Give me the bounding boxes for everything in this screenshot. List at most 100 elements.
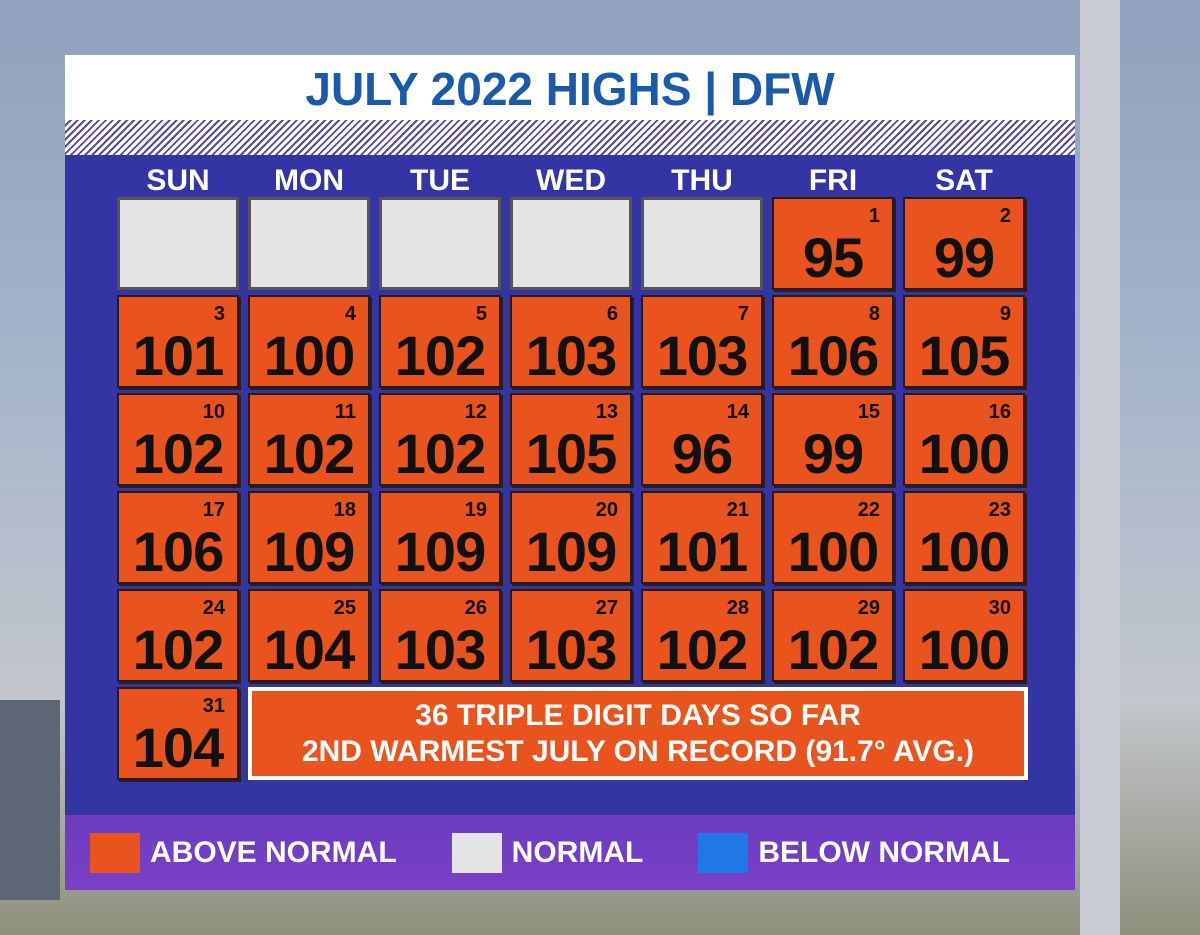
calendar-panel: SUN MON TUE WED THU FRI SAT 1 95 2 99 3 101 4 100 5 102… [65,155,1075,815]
day-cell: 13 105 [510,393,632,486]
day-high: 102 [394,422,486,485]
legend-swatch [451,832,502,873]
legend-item: NORMAL [451,832,644,873]
banner-line: 36 TRIPLE DIGIT DAYS SO FAR [415,699,861,732]
legend-swatch [698,832,749,873]
day-date: 11 [334,401,356,423]
day-date: 30 [988,597,1011,619]
day-cell: 27 103 [510,589,632,682]
day-date: 1 [868,205,880,227]
day-date: 23 [988,499,1011,521]
day-cell: 18 109 [248,491,370,584]
legend-item: ABOVE NORMAL [90,832,397,873]
day-cell: 16 100 [903,393,1025,486]
day-date: 24 [202,597,225,619]
day-date: 10 [202,401,225,423]
weekday: THU [671,164,733,197]
legend-label: ABOVE NORMAL [150,835,397,869]
banner-line: 2ND WARMEST JULY ON RECORD (91.7° AVG.) [301,735,975,768]
calendar-grid: 1 95 2 99 3 101 4 100 5 102 6 103 7 103 8 106 9 105 10 102 1… [117,197,1028,780]
day-high: 95 [802,226,864,289]
weekday: WED [536,164,606,197]
day-high: 103 [394,618,486,681]
day-cell: 3 101 [117,295,239,388]
day-high: 104 [132,716,224,779]
hatch-strip [65,120,1075,155]
empty-cell [248,197,370,290]
day-cell: 4 100 [248,295,370,388]
day-high: 104 [263,618,355,681]
day-date: 4 [344,303,356,325]
day-date: 14 [726,401,749,423]
day-date: 13 [595,401,618,423]
building [0,700,60,900]
day-high: 102 [394,324,486,387]
day-cell: 20 109 [510,491,632,584]
day-cell: 12 102 [379,393,501,486]
day-date: 25 [333,597,356,619]
day-cell: 22 100 [772,491,894,584]
day-cell: 25 104 [248,589,370,682]
weekday: TUE [410,164,470,197]
weekday: SUN [146,164,210,197]
empty-cell [117,197,239,290]
day-high: 100 [787,520,879,583]
day-date: 16 [988,401,1011,423]
day-date: 6 [606,303,618,325]
day-high: 109 [394,520,486,583]
day-date: 17 [202,499,225,521]
day-high: 100 [918,520,1010,583]
day-high: 102 [132,422,224,485]
day-cell: 26 103 [379,589,501,682]
day-cell: 17 106 [117,491,239,584]
legend-label: NORMAL [511,835,644,869]
day-cell: 14 96 [641,393,763,486]
day-high: 106 [132,520,224,583]
day-date: 18 [333,499,356,521]
weekday: FRI [808,164,858,197]
legend-label: BELOW NORMAL [758,835,1010,869]
day-cell: 28 102 [641,589,763,682]
day-high: 100 [918,422,1010,485]
day-date: 29 [857,597,880,619]
day-date: 26 [464,597,487,619]
weekday: SAT [935,164,993,197]
day-high: 102 [132,618,224,681]
banner: 36 TRIPLE DIGIT DAYS SO FAR 2ND WARMEST J… [248,687,1028,780]
day-cell: 15 99 [772,393,894,486]
day-date: 31 [202,695,225,717]
weekday-header: SUN MON TUE WED THU FRI SAT [117,155,1023,197]
day-cell: 19 109 [379,491,501,584]
day-date: 22 [857,499,880,521]
empty-cell [641,197,763,290]
day-high: 109 [263,520,355,583]
day-high: 105 [525,422,617,485]
day-date: 20 [595,499,618,521]
day-date: 28 [726,597,749,619]
day-date: 19 [464,499,487,521]
day-high: 100 [263,324,355,387]
day-date: 2 [999,205,1011,227]
day-cell: 23 100 [903,491,1025,584]
day-high: 99 [933,226,995,289]
day-date: 9 [999,303,1011,325]
day-date: 3 [213,303,225,325]
day-high: 103 [525,324,617,387]
day-cell: 11 102 [248,393,370,486]
day-cell: 21 101 [641,491,763,584]
day-high: 100 [918,618,1010,681]
day-high: 99 [802,422,864,485]
empty-cell [510,197,632,290]
day-high: 101 [656,520,748,583]
day-date: 12 [464,401,487,423]
day-date: 7 [737,303,749,325]
day-date: 21 [726,499,749,521]
day-cell: 8 106 [772,295,894,388]
day-cell: 6 103 [510,295,632,388]
day-date: 8 [868,303,880,325]
day-cell: 7 103 [641,295,763,388]
day-high: 102 [263,422,355,485]
legend: ABOVE NORMAL NORMAL BELOW NORMAL [65,815,1075,890]
day-high: 102 [656,618,748,681]
day-high: 103 [525,618,617,681]
